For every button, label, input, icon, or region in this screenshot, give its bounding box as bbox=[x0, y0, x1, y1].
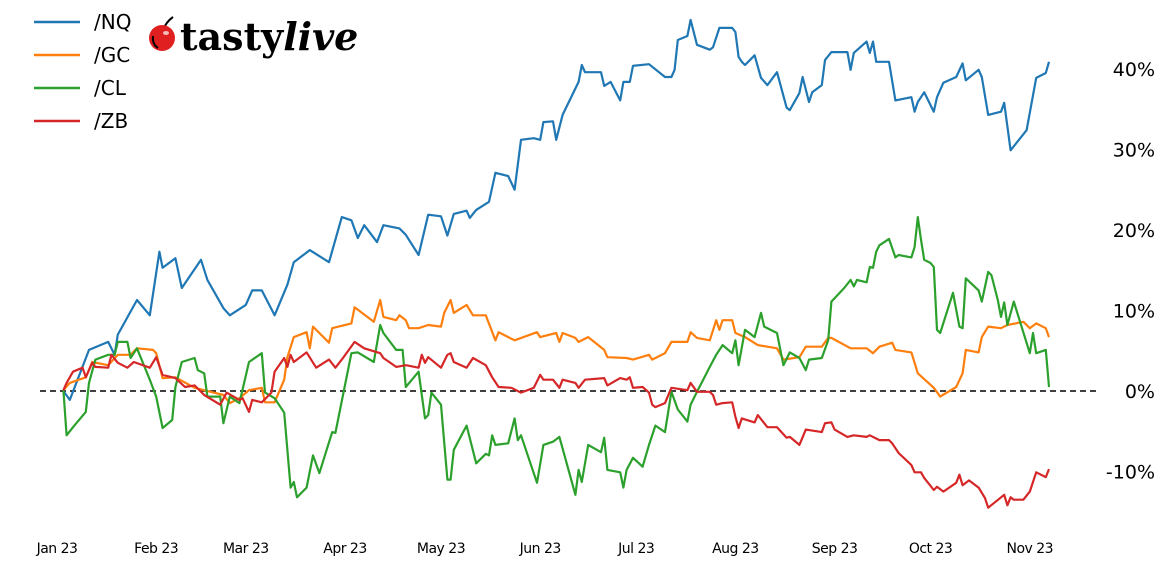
x-tick-label: Aug 23 bbox=[712, 541, 759, 557]
series-layer bbox=[62, 18, 1051, 509]
series-line-zb bbox=[62, 340, 1051, 509]
x-tick-label: Jul 23 bbox=[617, 541, 654, 557]
x-tick-label: Oct 23 bbox=[909, 541, 952, 557]
tastylive-logo: tastylive bbox=[149, 14, 358, 59]
legend-label: /CL bbox=[94, 76, 127, 100]
series-line-nq bbox=[62, 18, 1051, 401]
legend-label: /NQ bbox=[94, 10, 131, 34]
x-tick-label: Feb 23 bbox=[134, 541, 178, 557]
legend: /NQ/GC/CL/ZB bbox=[34, 10, 131, 133]
y-tick-label: -10% bbox=[1106, 462, 1155, 484]
y-tick-label: 30% bbox=[1113, 140, 1155, 162]
x-tick-label: Sep 23 bbox=[812, 541, 858, 557]
y-tick-label: 10% bbox=[1113, 301, 1155, 323]
series-line-gc bbox=[62, 298, 1051, 405]
y-tick-label: 0% bbox=[1125, 381, 1155, 403]
x-tick-label: May 23 bbox=[417, 541, 465, 557]
x-tick-label: Jan 23 bbox=[36, 541, 78, 557]
y-axis-ticks: 40% 30% 20% 10% 0% -10% bbox=[1106, 59, 1155, 484]
y-tick-label: 20% bbox=[1113, 220, 1155, 242]
legend-label: /ZB bbox=[94, 109, 128, 133]
x-tick-label: Apr 23 bbox=[323, 541, 366, 557]
x-axis-ticks: Jan 23 Feb 23 Mar 23 Apr 23 May 23 Jun 23 Jul … bbox=[36, 541, 1054, 557]
x-tick-label: Mar 23 bbox=[223, 541, 269, 557]
cherry-icon bbox=[149, 16, 175, 51]
legend-label: /GC bbox=[94, 43, 130, 67]
y-tick-label: 40% bbox=[1113, 59, 1155, 81]
x-tick-label: Nov 23 bbox=[1007, 541, 1054, 557]
x-tick-label: Jun 23 bbox=[519, 541, 561, 557]
series-line-cl bbox=[62, 216, 1051, 499]
logo-text: tastylive bbox=[180, 14, 358, 59]
